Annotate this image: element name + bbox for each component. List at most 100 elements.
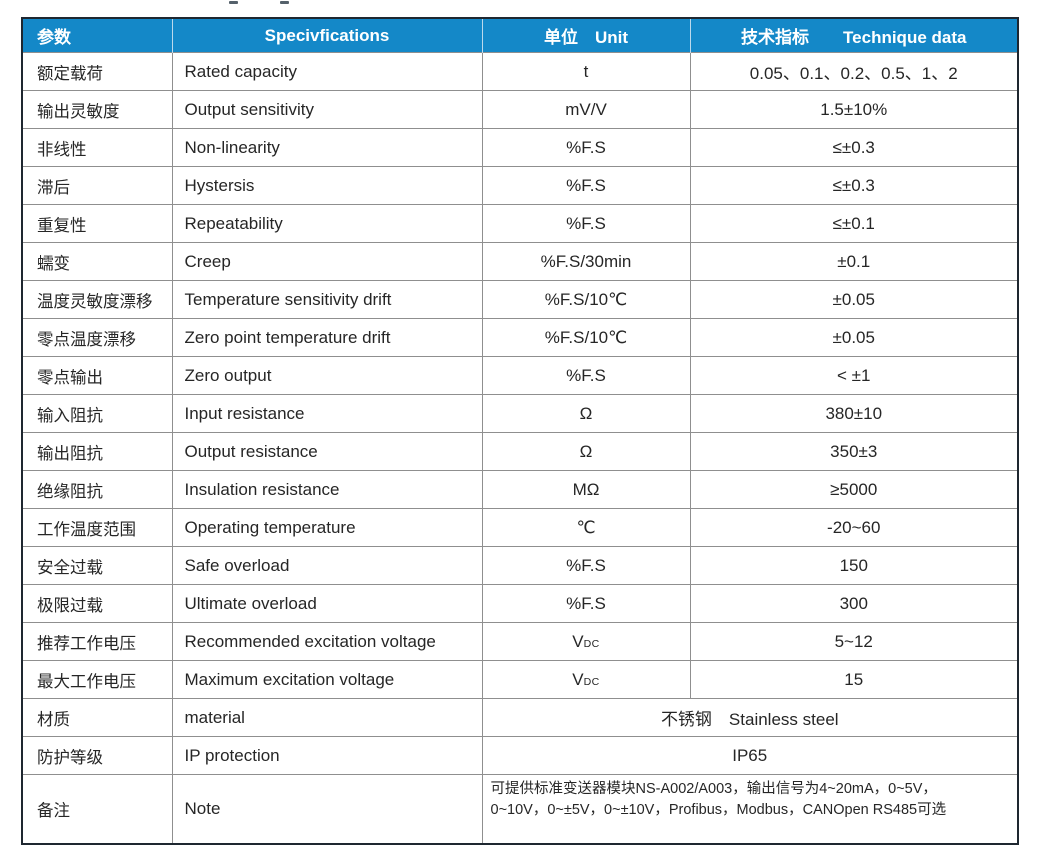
table-row: 推荐工作电压 Recommended excitation voltage VD…	[21, 622, 1019, 661]
unit-text: Ω	[579, 403, 593, 423]
unit-text: %F.S	[566, 365, 606, 385]
spec-cell: Output sensitivity	[171, 90, 483, 129]
param-cell: 零点输出	[21, 356, 173, 395]
spec-cell: Input resistance	[171, 394, 483, 433]
value-cell: ≤±0.3	[689, 166, 1019, 205]
unit-text: t	[583, 61, 589, 81]
table-row: 零点输出 Zero output %F.S < ±1	[21, 356, 1019, 395]
spec-cell: Maximum excitation voltage	[171, 660, 483, 699]
unit-cell: MΩ	[481, 470, 691, 509]
param-cell: 滞后	[21, 166, 173, 205]
spec-cell: Note	[171, 774, 483, 845]
table-row: 工作温度范围 Operating temperature ℃ -20~60	[21, 508, 1019, 547]
table-row: 非线性 Non-linearity %F.S ≤±0.3	[21, 128, 1019, 167]
param-cell: 蠕变	[21, 242, 173, 281]
param-cell: 额定载荷	[21, 52, 173, 91]
param-cell: 输出阻抗	[21, 432, 173, 471]
value-cell: ≥5000	[689, 470, 1019, 509]
table-row-note: 备注 Note 可提供标准变送器模块NS-A002/A003，输出信号为4~20…	[21, 774, 1019, 845]
value-cell: ≤±0.1	[689, 204, 1019, 243]
table-row: 最大工作电压 Maximum excitation voltage VDC 15	[21, 660, 1019, 699]
spec-cell: Hystersis	[171, 166, 483, 205]
param-cell: 工作温度范围	[21, 508, 173, 547]
value-cell: 300	[689, 584, 1019, 623]
value-cell: ±0.05	[689, 280, 1019, 319]
value-cell: 150	[689, 546, 1019, 585]
value-cell: < ±1	[689, 356, 1019, 395]
spec-cell: Zero output	[171, 356, 483, 395]
unit-text: %F.S/10℃	[544, 327, 628, 347]
spec-cell: Non-linearity	[171, 128, 483, 167]
table-row: 重复性 Repeatability %F.S ≤±0.1	[21, 204, 1019, 243]
param-cell: 输入阻抗	[21, 394, 173, 433]
unit-cell: %F.S	[481, 546, 691, 585]
header-row: 参数 Specivfications 单位 Unit 技术指标 Techniqu…	[22, 18, 1018, 53]
unit-cell: %F.S	[481, 204, 691, 243]
param-cell: 备注	[21, 774, 173, 845]
spec-cell: Repeatability	[171, 204, 483, 243]
unit-text: %F.S	[566, 137, 606, 157]
column-header-unit: 单位 Unit	[481, 18, 690, 53]
param-cell: 温度灵敏度漂移	[21, 280, 173, 319]
table-row: 极限过载 Ultimate overload %F.S 300	[21, 584, 1019, 623]
unit-cell: Ω	[481, 394, 691, 433]
table-row: 温度灵敏度漂移 Temperature sensitivity drift %F…	[21, 280, 1019, 319]
column-header-technique-data: 技术指标 Technique data	[689, 18, 1018, 53]
unit-text: mV/V	[565, 99, 607, 119]
value-cell: 380±10	[689, 394, 1019, 433]
unit-cell: t	[481, 52, 691, 91]
param-cell: 零点温度漂移	[21, 318, 173, 357]
param-cell: 安全过载	[21, 546, 173, 585]
value-cell: 5~12	[689, 622, 1019, 661]
unit-subscript: DC	[583, 637, 600, 650]
value-cell: -20~60	[689, 508, 1019, 547]
unit-text: MΩ	[572, 479, 600, 499]
value-cell: ≤±0.3	[689, 128, 1019, 167]
value-cell: 1.5±10%	[689, 90, 1019, 129]
param-cell: 极限过载	[21, 584, 173, 623]
spec-cell: Ultimate overload	[171, 584, 483, 623]
spec-cell: Zero point temperature drift	[171, 318, 483, 357]
table-row-ip-protection: 防护等级 IP protection IP65	[21, 736, 1019, 775]
unit-cell: %F.S	[481, 128, 691, 167]
clipped-text-fragment	[229, 1, 238, 4]
param-cell: 最大工作电压	[21, 660, 173, 699]
unit-cell: mV/V	[481, 90, 691, 129]
table-row: 输出灵敏度 Output sensitivity mV/V 1.5±10%	[21, 90, 1019, 129]
spec-cell: IP protection	[171, 736, 483, 775]
spec-table: 参数 Specivfications 单位 Unit 技术指标 Techniqu…	[21, 17, 1019, 845]
unit-text: V	[572, 669, 584, 689]
unit-cell: %F.S/10℃	[481, 280, 691, 319]
table-row: 零点温度漂移 Zero point temperature drift %F.S…	[21, 318, 1019, 357]
table-row-material: 材质 material 不锈钢 Stainless steel	[21, 698, 1019, 737]
param-cell: 输出灵敏度	[21, 90, 173, 129]
unit-cell: VDC	[481, 660, 691, 699]
param-cell: 推荐工作电压	[21, 622, 173, 661]
column-header-param: 参数	[22, 18, 172, 53]
unit-subscript: DC	[583, 675, 600, 688]
param-cell: 绝缘阻抗	[21, 470, 173, 509]
unit-cell: %F.S	[481, 584, 691, 623]
unit-text: ℃	[576, 517, 596, 537]
merged-value-cell: IP65	[481, 736, 1019, 775]
spec-cell: Safe overload	[171, 546, 483, 585]
table-row: 输入阻抗 Input resistance Ω 380±10	[21, 394, 1019, 433]
spec-cell: Insulation resistance	[171, 470, 483, 509]
spec-cell: Operating temperature	[171, 508, 483, 547]
table-row: 输出阻抗 Output resistance Ω 350±3	[21, 432, 1019, 471]
column-header-specifications: Specivfications	[171, 18, 482, 53]
unit-cell: %F.S/30min	[481, 242, 691, 281]
table-row: 蠕变 Creep %F.S/30min ±0.1	[21, 242, 1019, 281]
spec-cell: Output resistance	[171, 432, 483, 471]
param-cell: 材质	[21, 698, 173, 737]
spec-cell: Recommended excitation voltage	[171, 622, 483, 661]
table-row: 绝缘阻抗 Insulation resistance MΩ ≥5000	[21, 470, 1019, 509]
value-cell: ±0.1	[689, 242, 1019, 281]
value-cell: 350±3	[689, 432, 1019, 471]
param-cell: 非线性	[21, 128, 173, 167]
unit-cell: VDC	[481, 622, 691, 661]
spec-cell: Rated capacity	[171, 52, 483, 91]
unit-text: %F.S/30min	[540, 251, 632, 271]
param-cell: 重复性	[21, 204, 173, 243]
